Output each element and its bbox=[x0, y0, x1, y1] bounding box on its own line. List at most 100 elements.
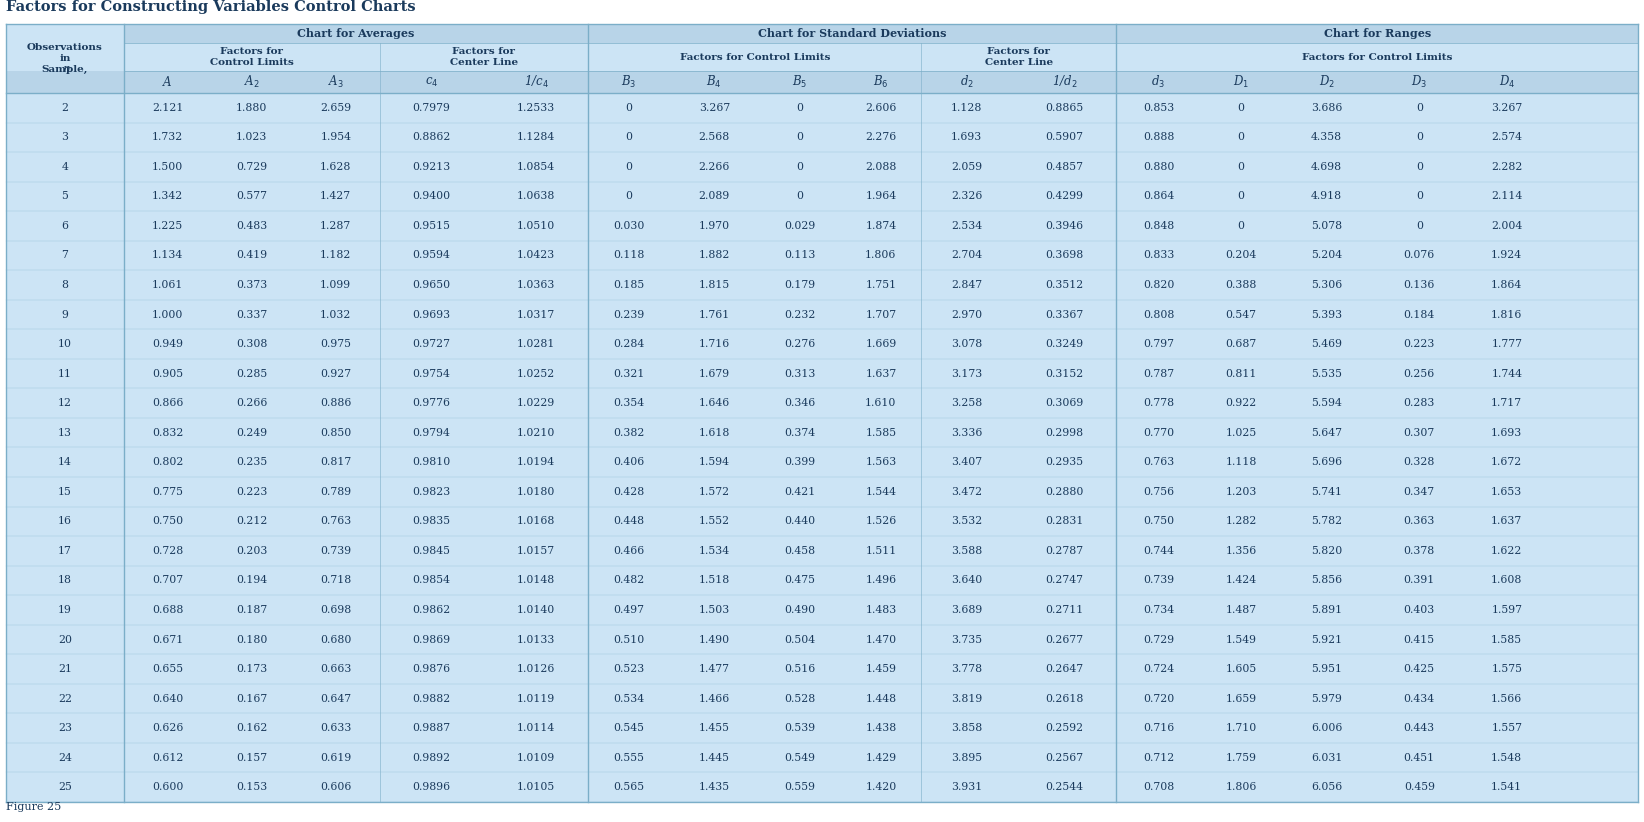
Text: 0.565: 0.565 bbox=[613, 783, 644, 792]
Text: 0: 0 bbox=[797, 103, 804, 113]
Text: 1.182: 1.182 bbox=[321, 251, 352, 261]
Text: 0.458: 0.458 bbox=[784, 546, 815, 556]
Text: 0.9794: 0.9794 bbox=[413, 427, 450, 438]
Text: 1.954: 1.954 bbox=[321, 132, 352, 142]
Text: 1.0148: 1.0148 bbox=[516, 575, 556, 585]
Text: 0.612: 0.612 bbox=[151, 753, 182, 763]
Text: 7: 7 bbox=[61, 251, 69, 261]
Text: 0.9845: 0.9845 bbox=[413, 546, 450, 556]
Text: B$_6$: B$_6$ bbox=[873, 74, 889, 90]
Text: 5.951: 5.951 bbox=[1312, 664, 1342, 674]
Text: 0.382: 0.382 bbox=[613, 427, 644, 438]
Text: 0.373: 0.373 bbox=[237, 280, 268, 290]
Text: 5: 5 bbox=[61, 192, 69, 201]
Text: 0.3946: 0.3946 bbox=[1046, 221, 1083, 231]
Text: 0.549: 0.549 bbox=[784, 753, 815, 763]
Text: 5.921: 5.921 bbox=[1312, 635, 1342, 644]
Text: 0.750: 0.750 bbox=[1143, 516, 1174, 526]
Text: 5.782: 5.782 bbox=[1312, 516, 1342, 526]
Text: 5.891: 5.891 bbox=[1312, 605, 1342, 615]
Text: 1.0140: 1.0140 bbox=[516, 605, 556, 615]
Text: 0.434: 0.434 bbox=[1404, 694, 1435, 704]
Text: D$_2$: D$_2$ bbox=[1318, 74, 1335, 90]
Text: 6.031: 6.031 bbox=[1310, 753, 1343, 763]
Text: 0: 0 bbox=[1238, 162, 1245, 172]
Text: 22: 22 bbox=[58, 694, 72, 704]
Text: 0.820: 0.820 bbox=[1143, 280, 1174, 290]
Text: 1.710: 1.710 bbox=[1225, 723, 1256, 733]
Text: 5.856: 5.856 bbox=[1312, 575, 1342, 585]
Text: 1.874: 1.874 bbox=[865, 221, 896, 231]
Text: 1.0180: 1.0180 bbox=[516, 487, 556, 496]
Text: 1.438: 1.438 bbox=[865, 723, 896, 733]
Text: 0.9754: 0.9754 bbox=[413, 368, 450, 379]
Text: Factors for Control Limits: Factors for Control Limits bbox=[1302, 53, 1452, 62]
Text: 0.640: 0.640 bbox=[151, 694, 182, 704]
Text: 9: 9 bbox=[61, 310, 69, 320]
Text: 1.548: 1.548 bbox=[1491, 753, 1522, 763]
Text: 1.0854: 1.0854 bbox=[516, 162, 556, 172]
Text: 4: 4 bbox=[61, 162, 69, 172]
Text: 0.308: 0.308 bbox=[237, 339, 268, 349]
Text: 0.680: 0.680 bbox=[321, 635, 352, 644]
Text: 1.744: 1.744 bbox=[1491, 368, 1522, 379]
Text: 0.415: 0.415 bbox=[1404, 635, 1435, 644]
Text: 3.588: 3.588 bbox=[952, 546, 983, 556]
Text: 19: 19 bbox=[58, 605, 72, 615]
Bar bbox=[1116, 43, 1637, 71]
Bar bbox=[7, 182, 1637, 211]
Text: 1.459: 1.459 bbox=[865, 664, 896, 674]
Text: 0.378: 0.378 bbox=[1404, 546, 1435, 556]
Text: 0.153: 0.153 bbox=[237, 783, 268, 792]
Text: 0.249: 0.249 bbox=[237, 427, 268, 438]
Text: 14: 14 bbox=[58, 457, 72, 467]
Bar bbox=[7, 71, 1637, 93]
Text: 1.659: 1.659 bbox=[1225, 694, 1256, 704]
Text: 0.157: 0.157 bbox=[237, 753, 268, 763]
Text: 0.285: 0.285 bbox=[237, 368, 268, 379]
Text: 0.466: 0.466 bbox=[613, 546, 644, 556]
Text: 0.750: 0.750 bbox=[151, 516, 182, 526]
Text: 0.802: 0.802 bbox=[151, 457, 182, 467]
Text: 0.3152: 0.3152 bbox=[1046, 368, 1083, 379]
Text: 0.391: 0.391 bbox=[1404, 575, 1435, 585]
Text: 1.672: 1.672 bbox=[1491, 457, 1522, 467]
Text: 1.118: 1.118 bbox=[1225, 457, 1256, 467]
Text: 3.931: 3.931 bbox=[952, 783, 983, 792]
Text: 1.0157: 1.0157 bbox=[516, 546, 556, 556]
Text: 1.924: 1.924 bbox=[1491, 251, 1522, 261]
Text: 1.964: 1.964 bbox=[865, 192, 896, 201]
Text: 0.2747: 0.2747 bbox=[1046, 575, 1083, 585]
Text: 0.712: 0.712 bbox=[1143, 753, 1174, 763]
Text: 1.0363: 1.0363 bbox=[516, 280, 556, 290]
Text: 2.114: 2.114 bbox=[1491, 192, 1522, 201]
Text: 20: 20 bbox=[58, 635, 72, 644]
Text: 0.647: 0.647 bbox=[321, 694, 352, 704]
Text: 0.2935: 0.2935 bbox=[1046, 457, 1083, 467]
Text: 1.707: 1.707 bbox=[865, 310, 896, 320]
Text: 0.406: 0.406 bbox=[613, 457, 644, 467]
Text: 0: 0 bbox=[1415, 221, 1422, 231]
Bar bbox=[7, 270, 1637, 300]
Text: 3.267: 3.267 bbox=[699, 103, 730, 113]
Text: 0.559: 0.559 bbox=[784, 783, 815, 792]
Text: 1.563: 1.563 bbox=[865, 457, 896, 467]
Text: 1.061: 1.061 bbox=[151, 280, 182, 290]
Text: 0.739: 0.739 bbox=[1143, 575, 1174, 585]
Text: 5.594: 5.594 bbox=[1312, 398, 1342, 409]
Bar bbox=[7, 654, 1637, 684]
Text: 0.9892: 0.9892 bbox=[413, 753, 450, 763]
Text: 1.732: 1.732 bbox=[151, 132, 182, 142]
Text: 0.718: 0.718 bbox=[321, 575, 352, 585]
Text: 0.9887: 0.9887 bbox=[413, 723, 450, 733]
Text: 1.023: 1.023 bbox=[237, 132, 268, 142]
Text: 0.9876: 0.9876 bbox=[413, 664, 450, 674]
Text: 0.7979: 0.7979 bbox=[413, 103, 450, 113]
Text: Chart for Ranges: Chart for Ranges bbox=[1323, 28, 1430, 39]
Text: 0.2647: 0.2647 bbox=[1046, 664, 1083, 674]
Text: 0.425: 0.425 bbox=[1404, 664, 1435, 674]
Text: 0.716: 0.716 bbox=[1143, 723, 1174, 733]
Text: 0.490: 0.490 bbox=[784, 605, 815, 615]
Text: 0.724: 0.724 bbox=[1143, 664, 1174, 674]
Text: 0.9594: 0.9594 bbox=[413, 251, 450, 261]
